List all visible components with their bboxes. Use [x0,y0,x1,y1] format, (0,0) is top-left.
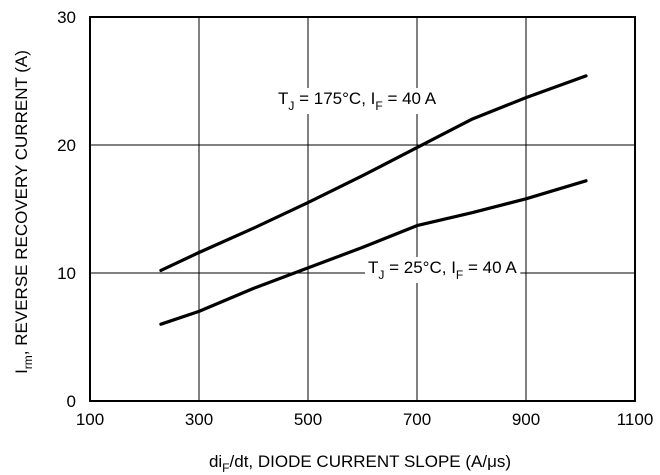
x-tick-label: 700 [403,410,431,429]
x-axis-title: diF/dt, DIODE CURRENT SLOPE (A/μs) [209,452,511,475]
grid-lines [90,17,635,401]
x-tick-label: 500 [294,410,322,429]
series-line-175c [159,74,588,272]
label-background [365,257,521,283]
y-tick-labels: 0 10 20 30 [57,8,76,411]
y-tick-label: 0 [67,392,76,411]
x-tick-label: 100 [76,410,104,429]
plot-frame [89,16,636,402]
y-tick-label: 10 [57,264,76,283]
x-tick-label: 1100 [617,410,654,429]
y-tick-label: 20 [57,136,76,155]
data-series [159,74,588,326]
label-background [275,88,440,114]
series-label-175c: TJ = 175°C, IF = 40 A [278,89,437,113]
series-label-25c: TJ = 25°C, IF = 40 A [368,258,517,282]
x-tick-label: 300 [185,410,213,429]
y-tick-label: 30 [57,8,76,27]
x-tick-label: 900 [512,410,540,429]
x-tick-labels: 100 300 500 700 900 1100 [76,410,653,429]
series-line-25c [159,179,588,326]
y-axis-title: Irm, REVERSE RECOVERY CURRENT (A) [12,50,35,374]
